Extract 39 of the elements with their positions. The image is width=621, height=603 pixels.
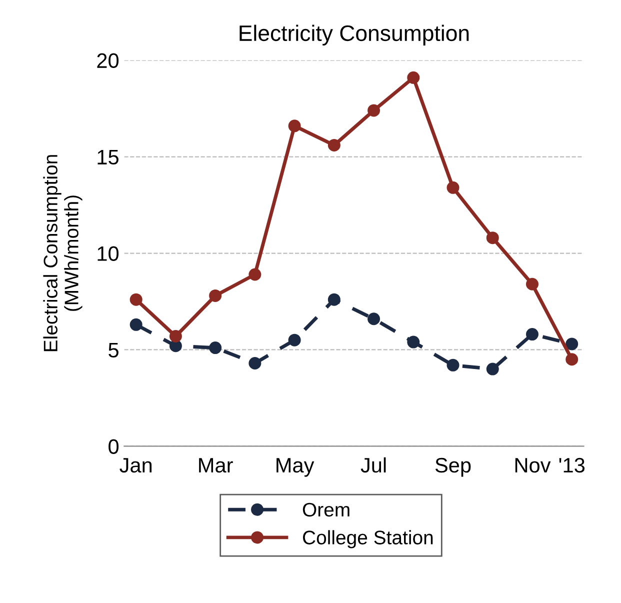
x-tick-label: Jul bbox=[360, 457, 386, 473]
y-tick-label: 0 bbox=[108, 439, 119, 454]
x-tick-label: '13 bbox=[559, 458, 585, 473]
point bbox=[248, 356, 262, 370]
point bbox=[526, 328, 538, 341]
x-tick-label: May bbox=[276, 458, 314, 477]
point bbox=[328, 138, 340, 152]
point bbox=[328, 293, 340, 306]
point bbox=[209, 342, 222, 354]
y-axis-title: Electrical Consumption (MWh/month) bbox=[43, 155, 82, 352]
point bbox=[288, 120, 301, 132]
point bbox=[368, 104, 380, 117]
point bbox=[130, 293, 142, 306]
point bbox=[248, 268, 262, 281]
point bbox=[130, 318, 142, 331]
point bbox=[407, 336, 420, 348]
legend-label: Orem bbox=[302, 502, 350, 517]
point bbox=[407, 71, 420, 84]
x-tick-label: Jan bbox=[120, 458, 152, 473]
x-tick-label: Nov bbox=[515, 458, 551, 473]
x-tick-label: Mar bbox=[199, 458, 233, 473]
x-tick-label: Sep bbox=[435, 458, 471, 477]
y-tick-label: 5 bbox=[108, 342, 118, 358]
point bbox=[486, 362, 499, 376]
point bbox=[526, 278, 538, 290]
point bbox=[288, 334, 301, 346]
point bbox=[566, 353, 578, 366]
point bbox=[446, 358, 460, 372]
y-tick-label: 10 bbox=[98, 246, 119, 262]
point bbox=[486, 232, 499, 244]
point bbox=[368, 312, 380, 326]
point bbox=[209, 289, 222, 302]
legend-label: College Station bbox=[302, 530, 433, 548]
point bbox=[446, 181, 460, 194]
y-tick-label: 15 bbox=[98, 150, 118, 165]
y-tick-label: 20 bbox=[97, 53, 119, 68]
point bbox=[566, 338, 578, 350]
chart-title: Electricity Consumption bbox=[240, 24, 469, 46]
point bbox=[169, 330, 182, 342]
